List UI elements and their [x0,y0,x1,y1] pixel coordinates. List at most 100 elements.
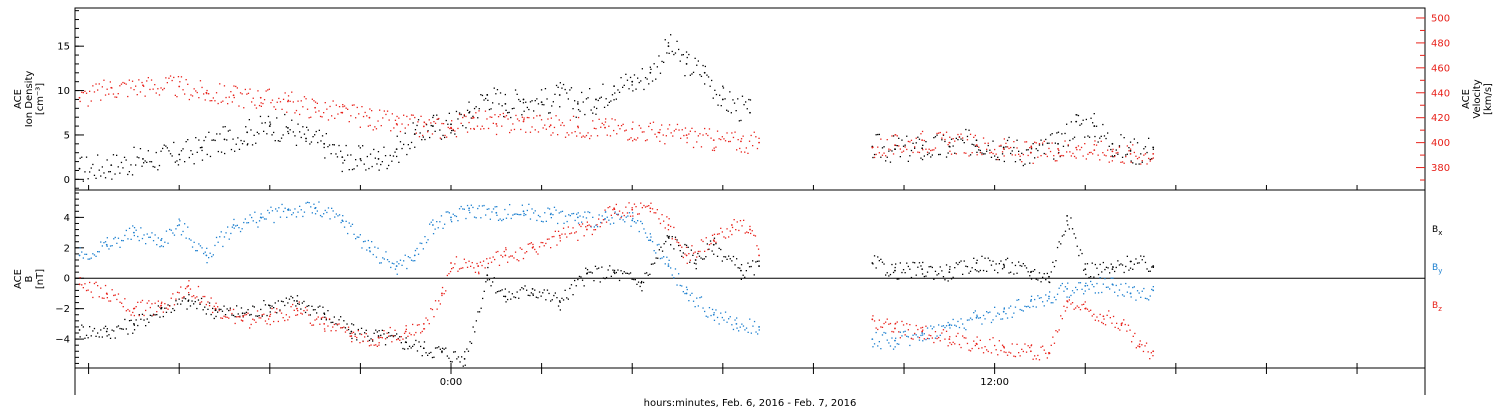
data-dot [912,261,914,264]
data-dot [247,309,249,311]
data-dot [465,127,467,129]
data-point [178,85,181,88]
data-dot [454,215,456,217]
data-dot [950,324,953,326]
data-dot [374,246,376,248]
data-dot [475,112,477,114]
data-dot [191,153,194,155]
data-dot [301,313,303,315]
data-dot [220,151,223,153]
data-dot [162,89,164,91]
data-point [232,224,235,226]
data-dot [1117,327,1119,330]
data-dot [889,149,892,151]
data-dot [572,294,574,296]
data-dot [510,298,512,300]
data-dot [699,74,701,76]
data-dot [973,257,975,259]
data-dot [490,108,492,110]
data-dot [326,211,328,214]
data-point [431,125,434,127]
data-dot [335,323,337,325]
data-dot [577,212,579,214]
data-dot [620,77,622,79]
data-dot [663,220,665,222]
data-dot [223,305,225,307]
data-dot [106,328,108,330]
data-dot [553,235,555,238]
data-dot [686,137,688,139]
data-dot [188,299,190,301]
data-dot [388,335,390,337]
data-dot [598,118,600,120]
data-dot [976,314,978,316]
data-dot [892,271,895,274]
data-dot [732,136,735,139]
data-dot [952,276,954,278]
data-dot [918,262,921,264]
data-dot [551,236,553,238]
data-dot [207,301,209,303]
data-dot [332,321,334,323]
data-dot [906,335,908,337]
data-dot [427,131,429,133]
data-dot [1068,296,1070,298]
data-dot [178,218,180,220]
data-dot [505,109,507,111]
data-dot [1013,273,1015,275]
data-dot [633,138,636,140]
data-dot [1030,270,1032,273]
data-dot [979,149,981,152]
data-dot [968,129,970,131]
data-dot [462,365,464,367]
data-dot [114,173,116,175]
data-dot [679,244,681,246]
data-dot [303,96,306,98]
data-dot [1099,159,1101,161]
data-dot [317,316,319,318]
data-dot [583,235,585,237]
data-dot [605,211,607,213]
data-dot [448,112,450,114]
data-dot [117,293,120,295]
data-dot [710,242,712,245]
data-dot [692,71,695,73]
data-dot [305,98,307,100]
data-dot [180,76,183,78]
data-dot [609,206,611,208]
data-dot [567,298,569,300]
data-dot [519,289,521,291]
data-dot [934,331,937,333]
data-dot [415,339,417,342]
data-dot [1115,284,1117,287]
data-dot [982,352,985,354]
data-dot [174,161,176,163]
data-dot [712,97,714,99]
data-dot [220,101,222,103]
data-dot [750,332,752,334]
data-dot [193,295,195,297]
data-dot [915,334,917,336]
data-dot [966,319,969,321]
data-dot [1067,144,1069,146]
data-dot [744,329,746,331]
data-dot [386,110,389,112]
data-dot [206,247,208,249]
data-dot [455,256,458,258]
data-dot [351,341,353,343]
data-dot [182,148,184,150]
data-dot [277,320,279,323]
data-dot [291,91,293,93]
data-dot [516,213,519,215]
data-dot [263,130,265,132]
data-dot [258,315,260,317]
data-dot [901,335,903,337]
data-dot [1056,331,1059,333]
data-dot [233,85,235,87]
data-dot [316,318,318,320]
data-dot [682,291,684,293]
data-dot [561,233,563,235]
data-point [259,96,262,99]
data-point [441,292,443,295]
data-dot [389,326,391,329]
